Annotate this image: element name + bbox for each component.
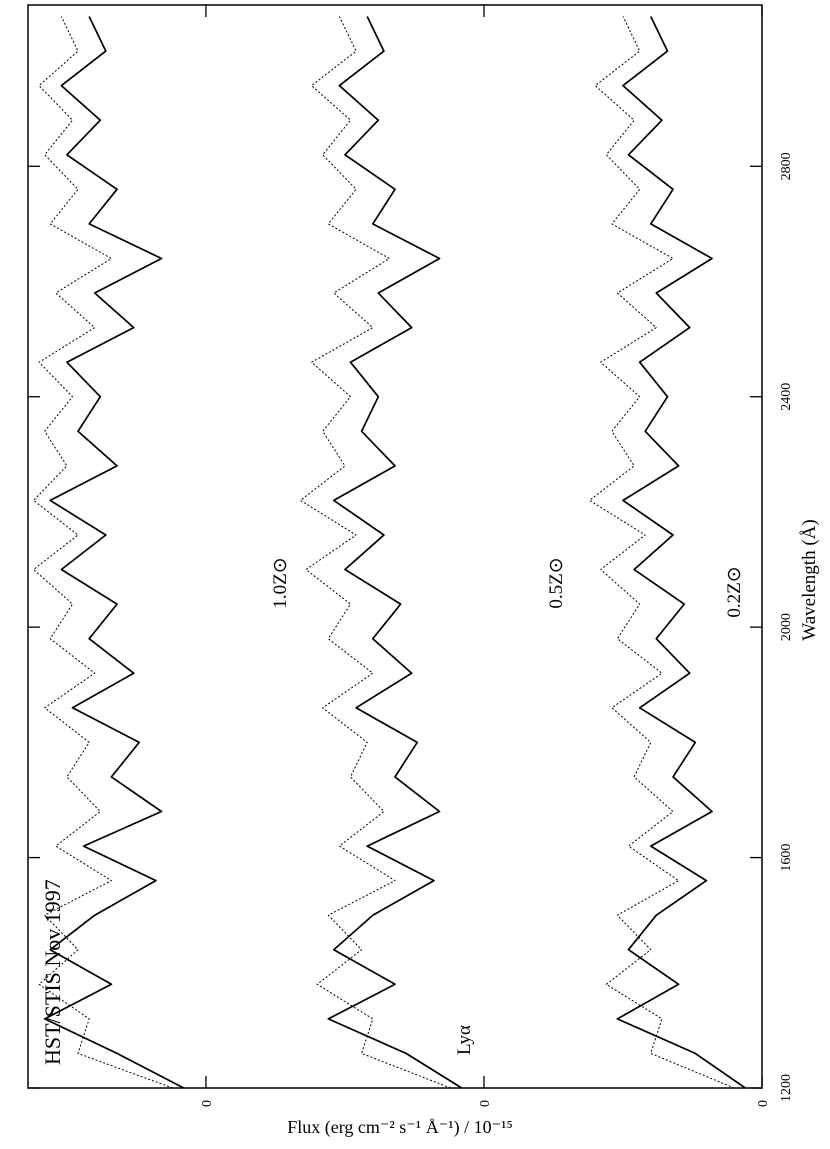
y-axis-label: Flux (erg cm⁻² s⁻¹ Å⁻¹) / 10⁻¹⁵ xyxy=(287,1117,513,1138)
y-tick-label: 0 xyxy=(756,1100,771,1107)
observed-spectrum xyxy=(616,16,746,1089)
x-tick-label: 2000 xyxy=(779,613,794,641)
y-tick-label: 0 xyxy=(200,1100,215,1107)
x-axis-label: Wavelength (Å) xyxy=(799,519,820,640)
model-spectrum xyxy=(300,16,451,1089)
plot-border xyxy=(27,4,763,1089)
observed-spectrum xyxy=(43,16,185,1089)
x-tick-label: 2400 xyxy=(779,383,794,411)
plot-frame: HST/STIS Nov 1997 Wavelength (Å) Flux (e… xyxy=(27,4,820,1138)
x-tick-label: 1600 xyxy=(779,844,794,872)
observed-spectrum xyxy=(327,16,463,1089)
annotation: Lyα xyxy=(454,1025,475,1055)
y-tick-label: 0 xyxy=(478,1100,493,1107)
x-tick-label: 1200 xyxy=(779,1074,794,1102)
annotation: 0.5Z⊙ xyxy=(546,557,567,608)
annotation: 0.2Z⊙ xyxy=(724,566,745,617)
x-tick-label: 2800 xyxy=(779,152,794,180)
annotation: 1.0Z⊙ xyxy=(270,557,291,608)
model-spectrum xyxy=(589,16,735,1089)
